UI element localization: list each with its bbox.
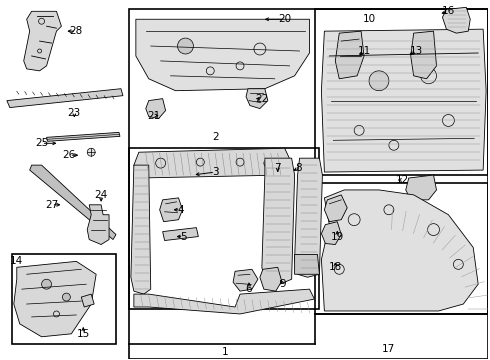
Circle shape bbox=[369, 71, 389, 91]
Text: 6: 6 bbox=[245, 284, 252, 294]
Polygon shape bbox=[30, 165, 116, 239]
Text: 7: 7 bbox=[274, 163, 281, 173]
Text: 13: 13 bbox=[410, 46, 423, 56]
Polygon shape bbox=[87, 205, 109, 244]
Text: 24: 24 bbox=[95, 190, 108, 200]
Bar bbox=[316, 9, 488, 175]
Text: 19: 19 bbox=[331, 231, 344, 242]
Text: 22: 22 bbox=[255, 94, 269, 104]
Text: 9: 9 bbox=[279, 279, 286, 289]
Text: 28: 28 bbox=[70, 26, 83, 36]
Polygon shape bbox=[324, 195, 347, 222]
Polygon shape bbox=[47, 132, 120, 141]
Circle shape bbox=[87, 148, 95, 156]
Text: 5: 5 bbox=[180, 231, 187, 242]
Polygon shape bbox=[146, 99, 166, 118]
Polygon shape bbox=[294, 255, 319, 274]
Polygon shape bbox=[442, 7, 470, 33]
Text: 17: 17 bbox=[382, 344, 395, 354]
Text: 3: 3 bbox=[212, 167, 219, 177]
Polygon shape bbox=[24, 11, 61, 71]
Text: 25: 25 bbox=[35, 138, 48, 148]
Polygon shape bbox=[262, 158, 294, 284]
Polygon shape bbox=[233, 269, 258, 291]
Bar bbox=[12, 255, 116, 344]
Text: 1: 1 bbox=[222, 347, 228, 357]
Text: 18: 18 bbox=[329, 262, 342, 272]
Polygon shape bbox=[136, 19, 310, 91]
Polygon shape bbox=[246, 89, 268, 109]
Polygon shape bbox=[134, 148, 292, 178]
Polygon shape bbox=[14, 261, 96, 337]
Circle shape bbox=[42, 279, 51, 289]
Polygon shape bbox=[131, 165, 151, 294]
Polygon shape bbox=[411, 31, 437, 79]
Bar bbox=[316, 183, 488, 314]
Polygon shape bbox=[160, 198, 182, 222]
Text: 20: 20 bbox=[278, 14, 291, 24]
Text: 26: 26 bbox=[63, 150, 76, 160]
Polygon shape bbox=[406, 175, 437, 200]
Text: 27: 27 bbox=[45, 200, 58, 210]
Text: 16: 16 bbox=[442, 6, 455, 16]
Text: 10: 10 bbox=[363, 14, 376, 24]
Polygon shape bbox=[321, 190, 478, 311]
Polygon shape bbox=[294, 158, 322, 277]
Polygon shape bbox=[134, 289, 315, 314]
Circle shape bbox=[62, 293, 71, 301]
Bar bbox=[129, 148, 319, 309]
Polygon shape bbox=[260, 267, 282, 291]
Polygon shape bbox=[81, 294, 94, 307]
Text: 21: 21 bbox=[147, 111, 160, 121]
Text: 15: 15 bbox=[76, 329, 90, 339]
Circle shape bbox=[177, 38, 194, 54]
Text: 11: 11 bbox=[357, 46, 371, 56]
Polygon shape bbox=[7, 89, 123, 108]
Polygon shape bbox=[163, 228, 198, 240]
Polygon shape bbox=[321, 29, 486, 172]
Text: 2: 2 bbox=[212, 132, 219, 142]
Text: 4: 4 bbox=[177, 205, 184, 215]
Text: 14: 14 bbox=[10, 256, 24, 266]
Text: 8: 8 bbox=[295, 163, 302, 173]
Polygon shape bbox=[335, 31, 364, 79]
Text: 12: 12 bbox=[396, 175, 410, 185]
Polygon shape bbox=[321, 222, 341, 244]
Bar bbox=[129, 9, 488, 359]
Text: 23: 23 bbox=[68, 108, 81, 117]
